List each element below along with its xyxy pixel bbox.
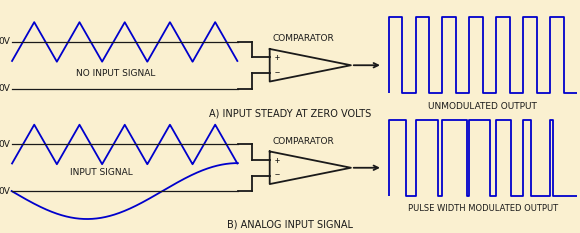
Text: INPUT SIGNAL: INPUT SIGNAL (70, 168, 133, 177)
Text: UNMODULATED OUTPUT: UNMODULATED OUTPUT (429, 102, 537, 110)
Text: 0V: 0V (0, 140, 10, 149)
Text: COMPARATOR: COMPARATOR (273, 137, 334, 146)
Text: NO INPUT SIGNAL: NO INPUT SIGNAL (77, 69, 155, 78)
Text: B) ANALOG INPUT SIGNAL: B) ANALOG INPUT SIGNAL (227, 220, 353, 230)
Text: 0V: 0V (0, 84, 10, 93)
Text: COMPARATOR: COMPARATOR (273, 34, 334, 43)
Text: +: + (274, 53, 280, 62)
Text: −: − (274, 68, 280, 77)
Text: 0V: 0V (0, 38, 10, 46)
Text: 0V: 0V (0, 187, 10, 195)
Text: +: + (274, 156, 280, 165)
Text: A) INPUT STEADY AT ZERO VOLTS: A) INPUT STEADY AT ZERO VOLTS (209, 108, 371, 118)
Text: PULSE WIDTH MODULATED OUTPUT: PULSE WIDTH MODULATED OUTPUT (408, 204, 558, 213)
Text: −: − (274, 171, 280, 180)
